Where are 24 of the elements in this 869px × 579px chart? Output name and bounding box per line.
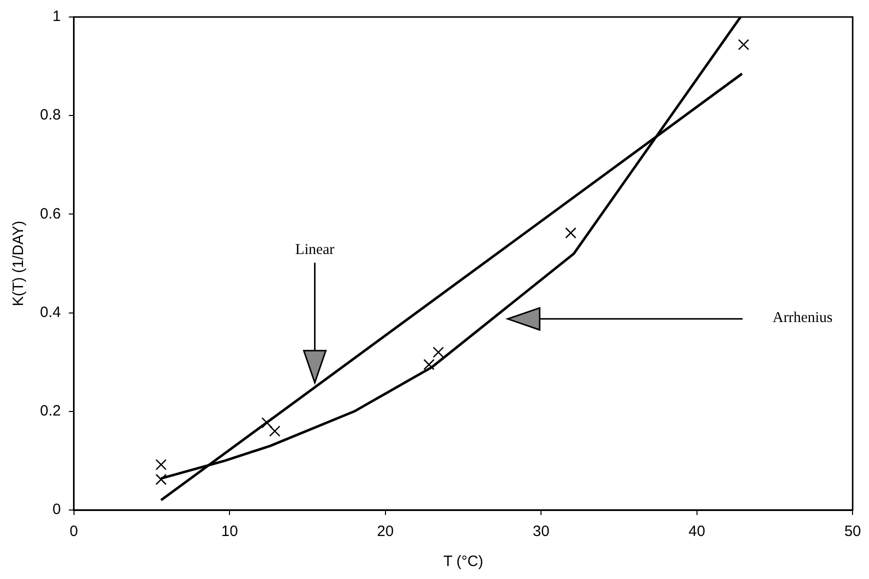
point (261, 417, 273, 428)
x-tick-label: 40 (688, 523, 706, 540)
x-tick-label: 30 (532, 523, 550, 540)
y-axis-title: K(T) (1/DAY) (10, 220, 28, 306)
x-tick-label: 50 (844, 523, 861, 540)
point (565, 227, 576, 239)
y-tick-label: 0.2 (40, 402, 61, 420)
point (738, 39, 750, 50)
point (155, 474, 167, 486)
point (269, 426, 280, 437)
x-tick-label: 20 (377, 523, 394, 540)
y-tick-label: 0.8 (40, 106, 61, 124)
y-tick-label: 0.6 (40, 205, 61, 222)
x-tick-label: 10 (221, 523, 238, 540)
x-tick-label: 0 (70, 523, 78, 540)
point (423, 358, 435, 370)
y-tick-label: 0.4 (40, 304, 61, 321)
annotation: Linear (295, 242, 334, 259)
x-axis-title: T (°C) (443, 553, 484, 570)
y-tick-label: 0 (52, 501, 61, 518)
annotation: Arrhenius (772, 310, 833, 328)
point (432, 346, 444, 358)
y-tick-label: 1 (52, 8, 61, 26)
point (155, 459, 167, 470)
